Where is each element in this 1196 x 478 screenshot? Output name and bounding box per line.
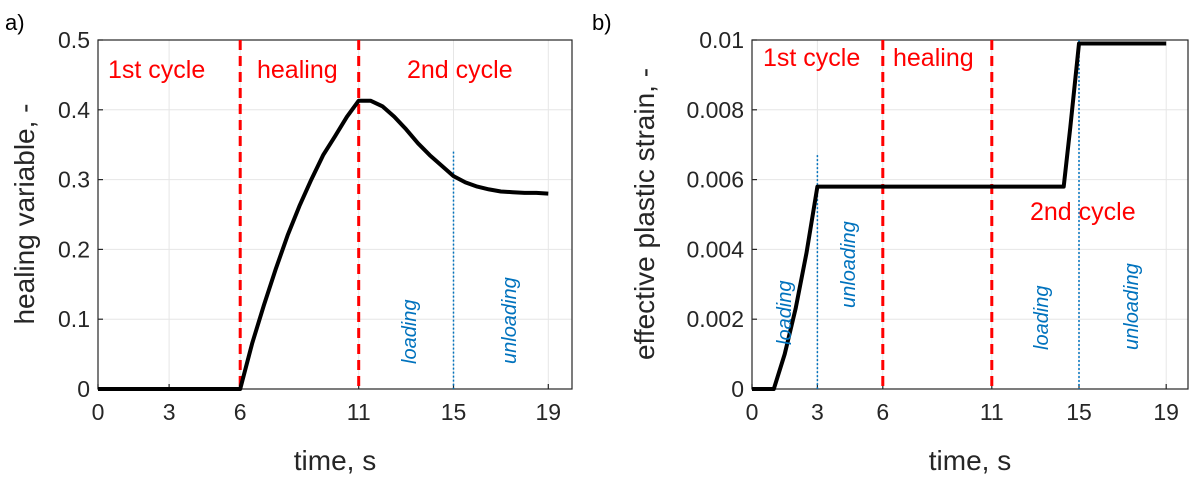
phase-label-1st-cycle: 1st cycle — [763, 44, 860, 72]
phase-label-healing: healing — [257, 56, 338, 84]
y-tick-label: 0 — [77, 376, 90, 402]
x-tick-label: 3 — [163, 399, 176, 425]
x-axis-label-a: time, s — [294, 445, 376, 476]
phase-lines-a — [238, 40, 361, 389]
chart-panel-a: a) 00.10.20.30.40.5 0 3 6 11 15 19 1st cycle … — [5, 10, 573, 476]
series-line-b — [752, 41, 1167, 391]
y-tick-label: 0.004 — [686, 236, 744, 262]
y-tick-label: 0.006 — [686, 167, 744, 193]
y-tick-label: 0 — [731, 376, 744, 402]
y-ticks-b: 0 0.002 0.004 0.006 0.008 0.01 — [686, 27, 757, 402]
y-axis-label-a: healing variable, - — [9, 103, 40, 324]
phase-label-2nd-cycle: 2nd cycle — [407, 56, 513, 84]
panel-label-a: a) — [5, 10, 25, 35]
y-axis-label-b: effective plastic strain, - — [629, 68, 660, 360]
phase-label-2nd-cycle: 2nd cycle — [1030, 198, 1136, 226]
y-tick-label: 0.3 — [58, 167, 90, 193]
y-tick-label: 0.1 — [58, 306, 90, 332]
x-tick-label: 0 — [746, 399, 759, 425]
x-tick-label: 11 — [347, 399, 371, 425]
load-label-unloading: unloading — [499, 277, 521, 364]
load-lines-b — [816, 40, 1080, 389]
x-tick-label: 11 — [980, 399, 1004, 425]
y-tick-label: 0.008 — [686, 97, 744, 123]
y-tick-label: 0.002 — [686, 306, 744, 332]
load-label-loading: loading — [399, 299, 421, 364]
phase-label-1st-cycle: 1st cycle — [108, 56, 205, 84]
x-tick-label: 6 — [876, 399, 889, 425]
load-label-unloading-1: unloading — [838, 221, 860, 308]
load-label-loading-2: loading — [1031, 285, 1053, 350]
y-tick-label: 0.5 — [58, 27, 90, 53]
plot-area-a — [97, 39, 573, 390]
x-ticks-a: 0 3 6 11 15 19 — [92, 384, 561, 425]
load-label-unloading-2: unloading — [1121, 263, 1143, 350]
x-tick-label: 19 — [536, 399, 562, 425]
x-tick-label: 15 — [1066, 399, 1092, 425]
x-tick-label: 0 — [92, 399, 105, 425]
phase-label-healing: healing — [893, 44, 974, 72]
plot-area-b — [751, 39, 1189, 390]
series-line-a — [98, 98, 549, 391]
x-axis-label-b: time, s — [929, 445, 1011, 476]
y-tick-label: 0.4 — [58, 97, 90, 123]
x-tick-label: 3 — [811, 399, 824, 425]
chart-panel-b: b) 0 0.002 0.004 0.006 0.008 0.01 0 3 6 11 15 19 1… — [592, 10, 1189, 476]
x-tick-label: 15 — [441, 399, 467, 425]
x-tick-label: 19 — [1153, 399, 1179, 425]
panel-label-b: b) — [592, 10, 612, 35]
y-tick-label: 0.2 — [58, 236, 90, 262]
load-label-loading-1: loading — [774, 280, 796, 345]
x-tick-label: 6 — [234, 399, 247, 425]
phase-lines-b — [881, 40, 994, 389]
x-ticks-b: 0 3 6 11 15 19 — [746, 384, 1179, 425]
y-ticks-a: 0 0.1 0.2 0.3 0.4 0.5 — [58, 27, 103, 402]
y-tick-label: 0.01 — [699, 27, 744, 53]
